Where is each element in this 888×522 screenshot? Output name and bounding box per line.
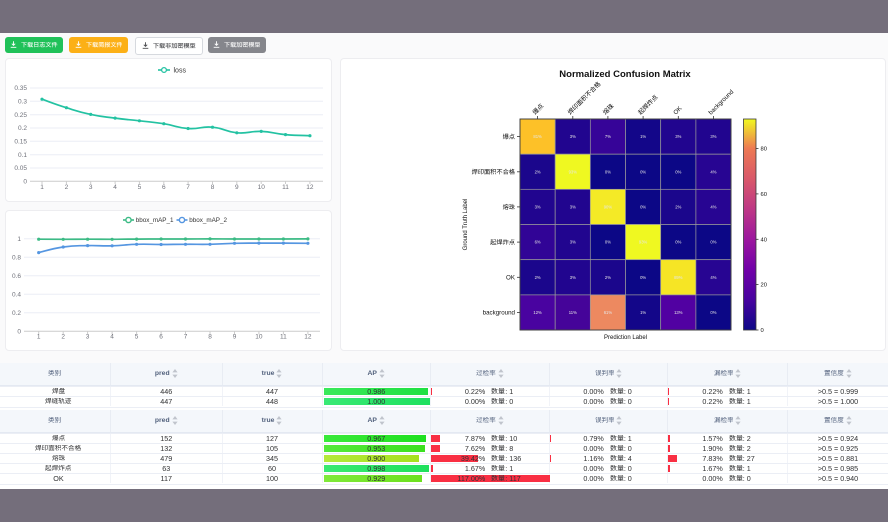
svg-text:4%: 4% — [710, 169, 716, 174]
svg-text:7: 7 — [186, 184, 190, 191]
svg-text:10: 10 — [255, 334, 263, 341]
svg-text:8: 8 — [208, 334, 212, 341]
svg-text:13%: 13% — [674, 310, 683, 315]
svg-text:0.4: 0.4 — [12, 292, 21, 299]
svg-text:0.6: 0.6 — [12, 273, 21, 280]
svg-text:2: 2 — [65, 184, 69, 191]
svg-text:1: 1 — [40, 184, 44, 191]
svg-text:11: 11 — [282, 184, 289, 191]
svg-text:0.05: 0.05 — [14, 165, 27, 172]
svg-text:5: 5 — [138, 184, 142, 191]
svg-text:80: 80 — [761, 147, 767, 153]
svg-text:89%: 89% — [674, 275, 683, 280]
svg-text:12: 12 — [304, 334, 312, 341]
svg-text:1%: 1% — [640, 310, 646, 315]
svg-text:8: 8 — [211, 184, 215, 191]
svg-text:0%: 0% — [640, 205, 646, 210]
svg-text:0%: 0% — [710, 310, 716, 315]
svg-text:3: 3 — [89, 184, 93, 191]
svg-text:3%: 3% — [570, 240, 576, 245]
svg-text:61%: 61% — [604, 310, 613, 315]
svg-text:20: 20 — [761, 283, 767, 289]
svg-text:0%: 0% — [640, 169, 646, 174]
svg-text:6: 6 — [159, 334, 163, 341]
svg-text:0%: 0% — [640, 275, 646, 280]
svg-text:2%: 2% — [535, 275, 541, 280]
svg-text:9: 9 — [235, 184, 239, 191]
svg-text:0.25: 0.25 — [14, 112, 27, 119]
svg-text:11: 11 — [280, 334, 287, 341]
svg-text:60: 60 — [761, 192, 767, 198]
svg-text:3%: 3% — [675, 134, 681, 139]
svg-text:81%: 81% — [533, 134, 542, 139]
svg-text:background: background — [483, 310, 516, 317]
svg-text:0.3: 0.3 — [18, 99, 27, 106]
svg-text:1: 1 — [17, 236, 21, 243]
svg-text:3%: 3% — [570, 134, 576, 139]
svg-text:OK: OK — [506, 275, 516, 282]
svg-text:3%: 3% — [570, 275, 576, 280]
svg-text:Normalized Confusion Matrix: Normalized Confusion Matrix — [559, 69, 691, 80]
svg-text:0%: 0% — [675, 169, 681, 174]
svg-text:93%: 93% — [569, 169, 578, 174]
svg-text:7: 7 — [184, 334, 188, 341]
svg-text:2%: 2% — [535, 169, 541, 174]
svg-text:0.35: 0.35 — [14, 85, 27, 92]
svg-text:OK: OK — [672, 105, 684, 117]
svg-text:3%: 3% — [535, 205, 541, 210]
svg-text:0%: 0% — [605, 169, 611, 174]
svg-text:11%: 11% — [569, 310, 577, 315]
svg-text:0: 0 — [761, 328, 764, 334]
svg-text:4: 4 — [113, 184, 117, 191]
svg-text:2: 2 — [61, 334, 65, 341]
svg-text:Prediction Label: Prediction Label — [604, 335, 647, 341]
svg-text:6%: 6% — [535, 240, 541, 245]
svg-text:1%: 1% — [640, 134, 646, 139]
svg-text:0%: 0% — [710, 240, 716, 245]
svg-text:2%: 2% — [675, 205, 681, 210]
svg-text:Ground Truth Label: Ground Truth Label — [463, 199, 469, 251]
svg-text:7%: 7% — [605, 134, 611, 139]
svg-text:5: 5 — [135, 334, 139, 341]
svg-text:40: 40 — [761, 237, 767, 243]
svg-text:1: 1 — [37, 334, 41, 341]
svg-text:loss: loss — [174, 67, 187, 74]
svg-text:12%: 12% — [533, 310, 542, 315]
svg-text:4%: 4% — [710, 205, 716, 210]
svg-text:3%: 3% — [710, 134, 716, 139]
svg-text:0: 0 — [23, 179, 27, 186]
svg-text:0.8: 0.8 — [12, 254, 21, 261]
svg-text:3: 3 — [86, 334, 90, 341]
svg-text:4%: 4% — [710, 275, 716, 280]
svg-text:2%: 2% — [605, 275, 611, 280]
svg-text:0.2: 0.2 — [18, 125, 27, 132]
svg-text:0.1: 0.1 — [18, 152, 27, 159]
svg-text:12: 12 — [306, 184, 314, 191]
svg-text:0%: 0% — [605, 240, 611, 245]
svg-text:0: 0 — [17, 329, 21, 336]
svg-text:0%: 0% — [675, 240, 681, 245]
svg-text:9: 9 — [233, 334, 237, 341]
svg-text:bbox_mAP_1: bbox_mAP_1 — [136, 217, 174, 224]
svg-text:background: background — [707, 88, 735, 116]
svg-text:0.15: 0.15 — [14, 139, 27, 146]
svg-text:0.2: 0.2 — [12, 310, 21, 317]
svg-text:3%: 3% — [570, 205, 576, 210]
svg-text:bbox_mAP_2: bbox_mAP_2 — [189, 217, 227, 224]
svg-text:6: 6 — [162, 184, 166, 191]
svg-text:93%: 93% — [639, 240, 648, 245]
svg-text:10: 10 — [258, 184, 266, 191]
svg-text:4: 4 — [110, 334, 114, 341]
svg-text:90%: 90% — [604, 205, 613, 210]
